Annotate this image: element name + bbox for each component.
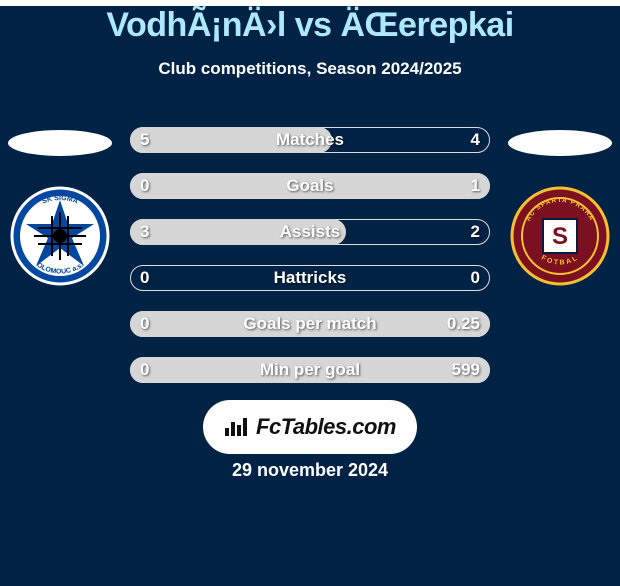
left-club: OLOMOUC a.s. SK SIGMA xyxy=(0,130,120,286)
stat-row: 00.25Goals per match xyxy=(130,308,490,340)
left-club-logo: OLOMOUC a.s. SK SIGMA xyxy=(10,186,110,286)
svg-text:S: S xyxy=(552,223,568,250)
stat-row: 0599Min per goal xyxy=(130,354,490,386)
stat-label: Min per goal xyxy=(130,354,490,386)
stat-label: Hattricks xyxy=(130,262,490,294)
brand-text: FcTables.com xyxy=(256,414,396,440)
player-photo-placeholder-right xyxy=(508,130,612,156)
stat-label: Assists xyxy=(130,216,490,248)
stat-label: Goals xyxy=(130,170,490,202)
right-club: S AC SPARTA PRAHA FOTBAL xyxy=(500,130,620,286)
subtitle: Club competitions, Season 2024/2025 xyxy=(0,59,620,79)
stat-label: Matches xyxy=(130,124,490,156)
right-club-logo: S AC SPARTA PRAHA FOTBAL xyxy=(510,186,610,286)
snapshot-date: 29 november 2024 xyxy=(0,460,620,481)
stat-label: Goals per match xyxy=(130,308,490,340)
stat-row: 01Goals xyxy=(130,170,490,202)
player-photo-placeholder-left xyxy=(8,130,112,156)
comparison-bars: 54Matches 01Goals 32Assists 00Hattricks 00.2… xyxy=(130,124,490,400)
comparison-card: VodhÃ¡nÄ›l vs ÄŒerepkai Club competition… xyxy=(0,6,620,586)
stat-row: 54Matches xyxy=(130,124,490,156)
stat-row: 32Assists xyxy=(130,216,490,248)
brand-pill: FcTables.com xyxy=(203,400,417,454)
brand-bars-icon xyxy=(224,416,250,438)
page-title: VodhÃ¡nÄ›l vs ÄŒerepkai xyxy=(0,6,620,45)
stat-row: 00Hattricks xyxy=(130,262,490,294)
